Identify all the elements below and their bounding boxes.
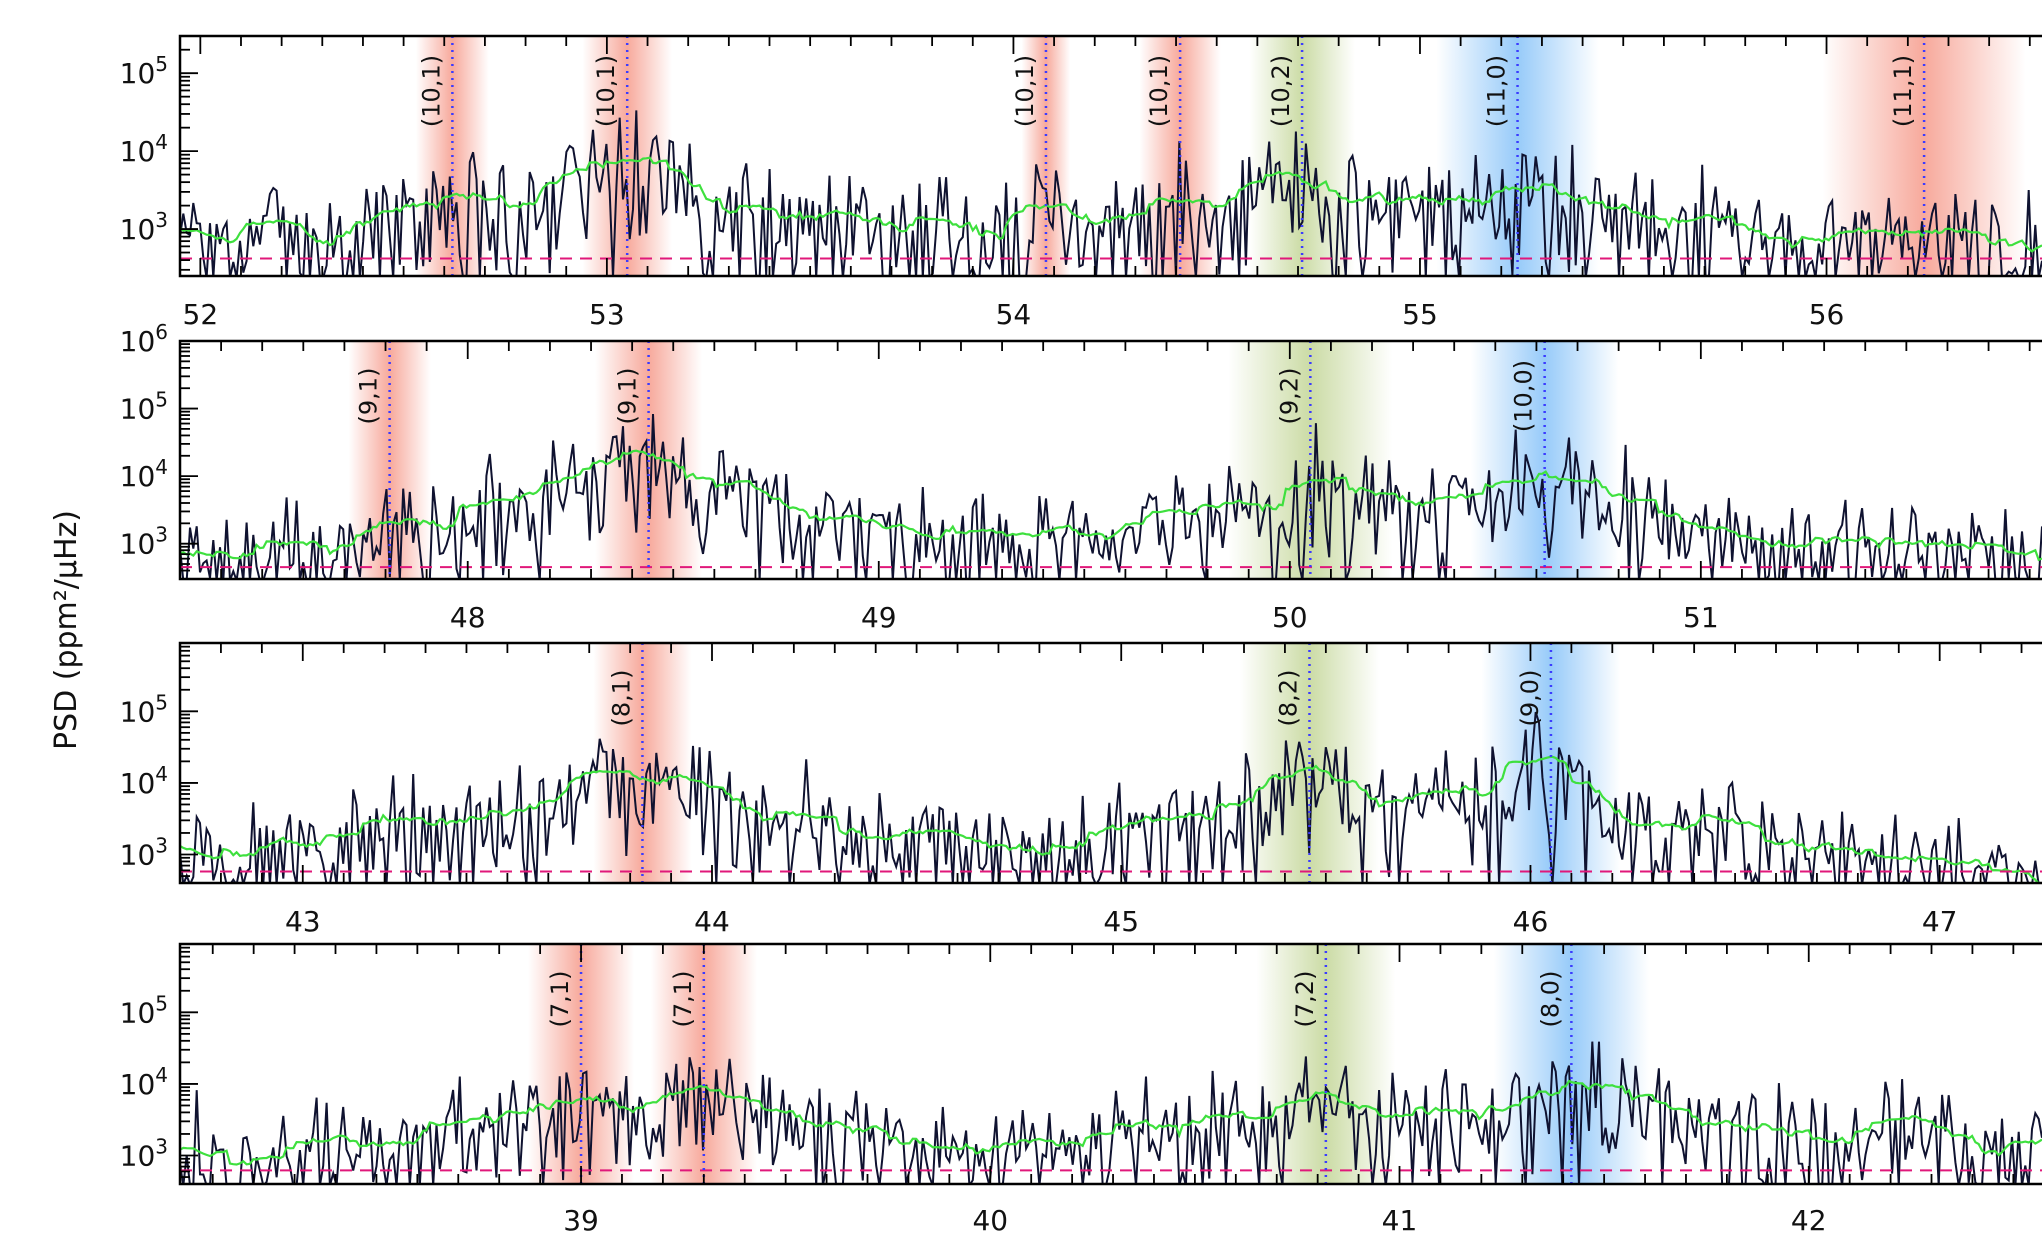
panel-3-y-tick-label-2: 104 (120, 762, 168, 800)
panel-4-mode-label-2: (7,1) (669, 971, 697, 1028)
panel-4-x-tick-label-4: 42 (1791, 1204, 1827, 1236)
panel-3-x-tick-label-5: 47 (1922, 905, 1958, 938)
panel-2-y-tick-label-4: 106 (120, 320, 168, 358)
panel-2-y-tick-label-3: 105 (120, 388, 168, 426)
panel-3-axes-frame (178, 641, 2042, 885)
panel-1-smoothed-series (180, 156, 2042, 253)
panel-2-plot-area (180, 341, 2042, 579)
panel-4-mode-label-3: (7,2) (1291, 971, 1319, 1028)
panel-1-y-tick-label-3: 105 (120, 52, 168, 90)
panel-3-plot-area (180, 643, 2042, 883)
panel-1-x-tick-label-5: 56 (1809, 298, 1845, 331)
panel-2-mode-label-3: (9,2) (1275, 368, 1303, 425)
panel-1-mode-label-7: (11,1) (1889, 55, 1917, 127)
panel-2-x-tick-label-3: 50 (1272, 601, 1308, 634)
panel-2-x-tick-label-4: 51 (1683, 601, 1719, 634)
panel-4-mode-label-4: (8,0) (1536, 971, 1564, 1028)
panel-1-mode-label-1: (10,1) (417, 55, 445, 127)
panel-4-mode-label-1: (7,1) (546, 971, 574, 1028)
panel-2-x-tick-label-1: 48 (450, 601, 486, 634)
panel-1-mode-label-3: (10,1) (1011, 55, 1039, 127)
panel-4-plot-area (180, 944, 2042, 1184)
panel-4-x-tick-label-3: 41 (1382, 1204, 1418, 1236)
panel-3-mode-label-2: (8,2) (1274, 670, 1302, 727)
panel-1-mode-label-6: (11,0) (1483, 55, 1511, 127)
panel-1-plot-area (180, 36, 2042, 276)
panel-4-y-tick-label-1: 103 (120, 1135, 168, 1173)
panel-2-y-tick-label-2: 104 (120, 455, 168, 493)
panel-3-x-tick-label-2: 44 (694, 905, 730, 938)
panel-2-y-tick-label-1: 103 (120, 523, 168, 561)
panel-2-mode-label-4: (10,0) (1510, 360, 1538, 432)
panel-1-x-tick-label-2: 53 (589, 298, 625, 331)
panel-3-y-tick-label-3: 105 (120, 690, 168, 728)
panel-3-x-tick-label-1: 43 (285, 905, 321, 938)
panel-1-y-tick-label-2: 104 (120, 130, 168, 168)
panel-3-mode-label-1: (8,1) (607, 670, 635, 727)
panel-1-mode-label-2: (10,1) (592, 55, 620, 127)
panel-2-x-tick-label-2: 49 (861, 601, 897, 634)
panel-2-axes-frame (178, 339, 2042, 581)
panel-1-x-tick-label-1: 52 (183, 298, 219, 331)
panel-1-psd-series (180, 110, 2042, 276)
panel-4-psd-series (180, 1041, 2042, 1184)
panel-1-x-tick-label-4: 55 (1402, 298, 1438, 331)
panel-4-smoothed-series (180, 1079, 2042, 1166)
panel-4-y-tick-label-3: 105 (120, 991, 168, 1029)
panel-2-mode-label-2: (9,1) (614, 368, 642, 425)
panel-3-smoothed-series (180, 755, 2042, 883)
panel-1-x-tick-label-3: 54 (996, 298, 1032, 331)
panel-1-mode-label-4: (10,1) (1145, 55, 1173, 127)
panel-1-mode-label-5: (10,2) (1267, 55, 1295, 127)
panel-3-y-tick-label-1: 103 (120, 834, 168, 872)
panel-1-axes-frame (178, 34, 2042, 278)
panel-4-y-tick-label-2: 104 (120, 1063, 168, 1101)
panel-1-y-tick-label-1: 103 (120, 208, 168, 246)
y-axis-title: PSD (ppm²/μHz) (49, 510, 84, 750)
panel-4-axes-frame (178, 942, 2042, 1186)
panel-3-psd-series (180, 711, 2042, 883)
panel-4-x-tick-label-2: 40 (972, 1204, 1008, 1236)
panel-3-mode-label-3: (9,0) (1516, 670, 1544, 727)
panel-2-smoothed-series (180, 449, 2042, 562)
panel-4-x-tick-label-1: 39 (563, 1204, 599, 1236)
panel-2-mode-label-1: (9,1) (355, 368, 383, 425)
panel-2-psd-series (180, 413, 2042, 579)
panel-3-x-tick-label-4: 46 (1513, 905, 1549, 938)
panel-3-x-tick-label-3: 45 (1103, 905, 1139, 938)
